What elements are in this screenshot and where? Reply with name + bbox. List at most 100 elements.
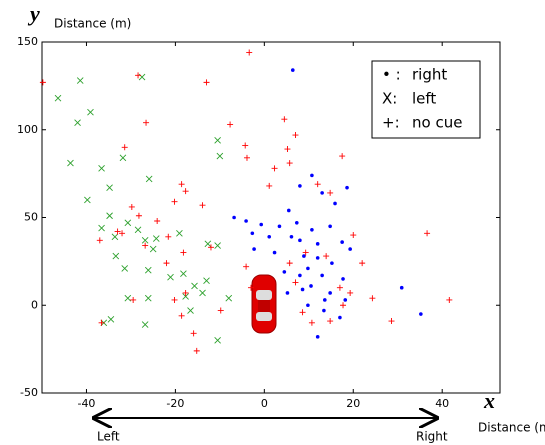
- point: [149, 245, 157, 253]
- point: [300, 287, 305, 292]
- point: [121, 144, 128, 151]
- y-tick-label: -50: [20, 386, 38, 399]
- point: [289, 235, 294, 239]
- legend-symbol: X:: [382, 90, 397, 108]
- point: [399, 285, 404, 290]
- point: [176, 229, 183, 237]
- legend-label: no cue: [412, 114, 462, 132]
- point: [323, 298, 327, 302]
- point: [281, 116, 288, 123]
- legend-symbol: +:: [382, 114, 400, 132]
- point: [328, 224, 332, 229]
- point: [111, 233, 119, 241]
- point: [163, 260, 170, 267]
- point: [348, 247, 352, 251]
- point: [340, 302, 347, 309]
- point: [178, 312, 185, 319]
- y-tick-label: 100: [17, 123, 38, 136]
- point: [180, 249, 187, 256]
- point: [322, 308, 326, 313]
- point: [267, 235, 272, 239]
- point: [315, 242, 320, 246]
- x-tick-label: -40: [77, 397, 95, 410]
- point: [112, 252, 120, 260]
- point: [145, 175, 153, 183]
- legend-label: right: [412, 66, 447, 84]
- point: [284, 146, 291, 153]
- y-axis-label: Distance (m): [54, 17, 131, 31]
- point: [114, 228, 121, 235]
- point: [338, 315, 342, 320]
- point: [340, 240, 344, 244]
- point: [135, 212, 142, 219]
- point: [315, 335, 320, 339]
- point: [272, 250, 277, 255]
- point: [285, 291, 290, 295]
- x-axis-label: Distance (m): [478, 421, 545, 435]
- point: [286, 208, 291, 213]
- point: [341, 277, 345, 281]
- point: [294, 220, 299, 225]
- point: [327, 318, 334, 325]
- point: [345, 185, 349, 190]
- point: [178, 181, 185, 188]
- point: [298, 273, 302, 278]
- point: [343, 298, 348, 302]
- point: [243, 154, 250, 161]
- point: [388, 318, 395, 325]
- point: [243, 263, 250, 270]
- point: [246, 49, 253, 56]
- point: [124, 294, 132, 302]
- point: [247, 284, 254, 291]
- point: [286, 260, 293, 267]
- point: [130, 296, 137, 303]
- point: [227, 121, 234, 128]
- point: [214, 337, 221, 344]
- point: [207, 244, 214, 251]
- point: [180, 270, 187, 277]
- x-tick-label: -20: [166, 397, 184, 410]
- point: [187, 307, 194, 314]
- point: [98, 165, 105, 172]
- x-tick-label: 40: [435, 397, 449, 410]
- point: [203, 79, 210, 86]
- point: [167, 273, 174, 281]
- point: [141, 321, 149, 328]
- legend-symbol: • :: [382, 66, 401, 84]
- point: [424, 230, 431, 237]
- point: [315, 256, 320, 260]
- point: [98, 319, 105, 326]
- point: [225, 294, 233, 302]
- point: [214, 242, 221, 249]
- point: [266, 182, 273, 189]
- y-tick-label: 0: [31, 298, 38, 311]
- point: [144, 294, 152, 302]
- point: [298, 184, 302, 188]
- point: [165, 233, 172, 240]
- point: [369, 295, 376, 302]
- point: [67, 159, 74, 167]
- point: [84, 196, 91, 204]
- point: [298, 238, 302, 243]
- x-tick-label: 20: [346, 397, 360, 410]
- point: [244, 219, 248, 223]
- point: [214, 136, 221, 144]
- point: [39, 79, 46, 86]
- point: [119, 230, 126, 237]
- car: [251, 274, 277, 334]
- point: [299, 309, 306, 316]
- point: [96, 237, 103, 244]
- point: [106, 184, 113, 191]
- point: [308, 319, 315, 326]
- point: [124, 219, 132, 227]
- point: [323, 253, 330, 260]
- point: [217, 307, 224, 314]
- point: [141, 236, 149, 244]
- point: [216, 152, 224, 160]
- point: [347, 289, 354, 296]
- point: [204, 240, 212, 248]
- point: [242, 142, 249, 149]
- point: [54, 94, 62, 102]
- point: [134, 226, 142, 234]
